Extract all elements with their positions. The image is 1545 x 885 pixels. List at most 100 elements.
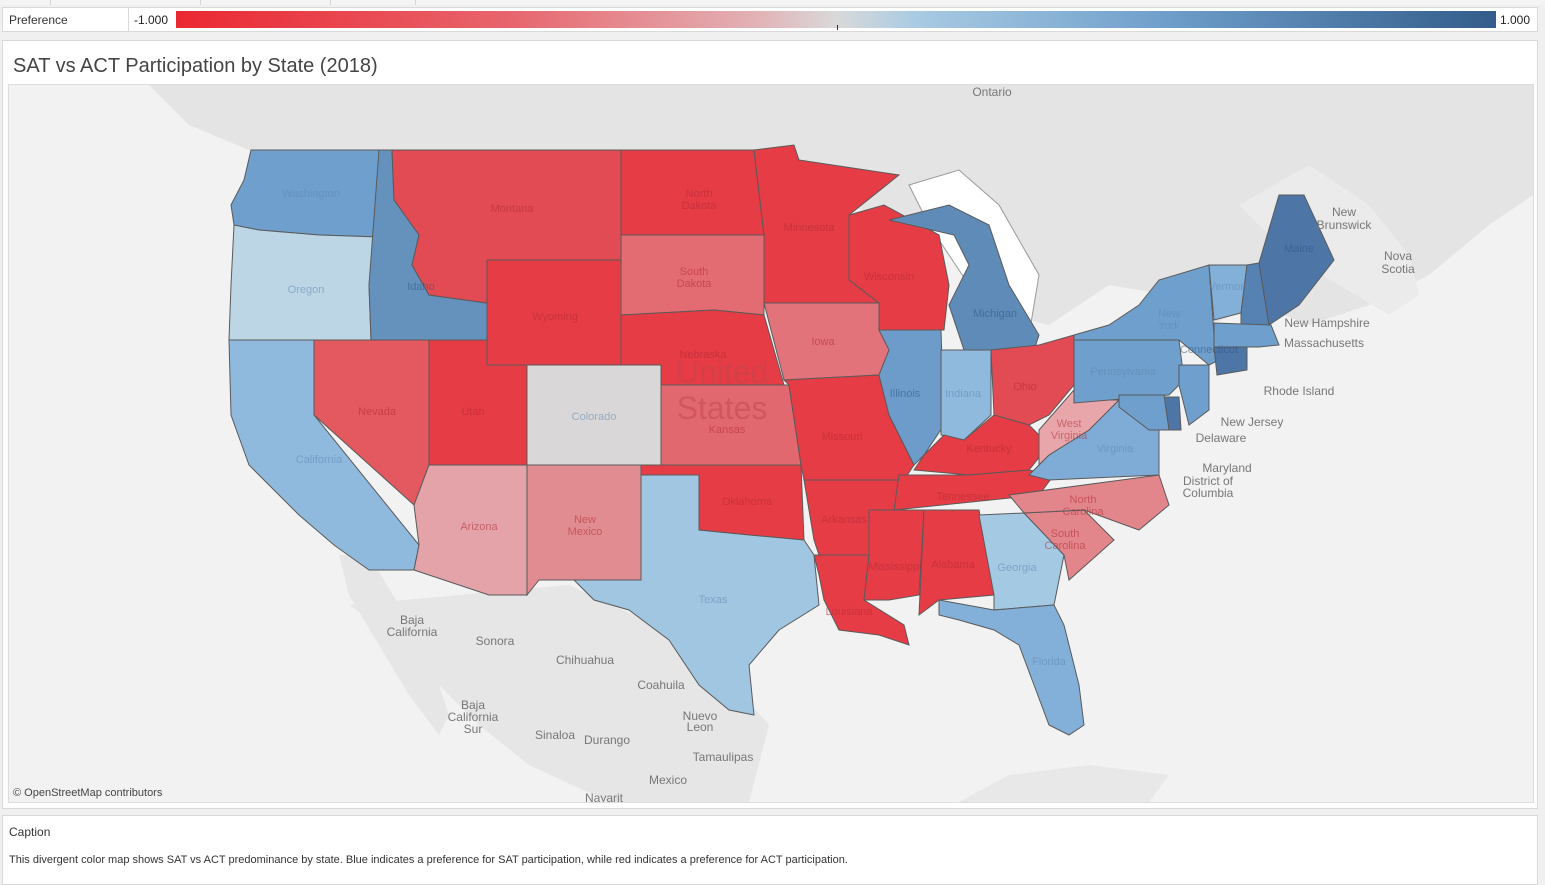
geo-label: Sinaloa	[535, 728, 575, 742]
state-florida[interactable]	[938, 599, 1085, 736]
geo-label: Scotia	[1381, 262, 1415, 276]
state-indiana[interactable]	[940, 349, 992, 441]
tab-stub[interactable]	[0, 0, 51, 5]
map-canvas[interactable]: Washington Oregon California Idaho Nevada Mon…	[9, 85, 1533, 802]
geo-label: Massachusetts	[1284, 336, 1364, 350]
state-label-nebraska: Nebraska	[679, 349, 727, 361]
country-label-line1: United	[676, 354, 769, 390]
tab-stub[interactable]	[200, 0, 331, 5]
state-label-washington: Washington	[282, 188, 340, 200]
state-connecticut[interactable]	[1213, 346, 1248, 376]
state-label-kansas: Kansas	[709, 424, 746, 436]
legend-title: Preference	[9, 13, 68, 27]
state-label-west-virginia: Virginia	[1051, 430, 1088, 442]
geo-label: Coahuila	[637, 678, 685, 692]
state-new-jersey[interactable]	[1178, 364, 1210, 426]
state-label-alabama: Alabama	[931, 559, 975, 571]
state-label-ohio: Ohio	[1013, 381, 1036, 393]
state-maryland[interactable]	[1118, 394, 1170, 431]
state-label-tennessee: Tennessee	[936, 491, 989, 503]
geo-label: New	[1332, 205, 1356, 219]
legend-gradient-bar[interactable]	[176, 11, 1496, 28]
geo-label: Baja	[461, 698, 485, 712]
state-label-nevada: Nevada	[358, 406, 397, 418]
map-panel: SAT vs ACT Participation by State (2018)…	[2, 40, 1538, 809]
state-label-wyoming: Wyoming	[532, 311, 578, 323]
caribbean-landmass	[959, 765, 1169, 802]
state-label-maine: Maine	[1284, 243, 1314, 255]
geo-label: Sonora	[476, 634, 515, 648]
map-view[interactable]: Washington Oregon California Idaho Nevada Mon…	[8, 84, 1534, 803]
state-label-illinois: Illinois	[890, 388, 921, 400]
map-title: SAT vs ACT Participation by State (2018)	[13, 55, 378, 77]
tab-stub[interactable]	[330, 0, 416, 5]
state-mississippi[interactable]	[863, 509, 925, 601]
state-label-louisiana: Louisiana	[825, 606, 873, 618]
geo-label: Nuevo	[683, 709, 718, 723]
geo-label: New Hampshire	[1284, 316, 1370, 330]
state-label-north-dakota: North	[686, 188, 713, 200]
geo-label: Delaware	[1196, 431, 1247, 445]
state-texas[interactable]	[572, 474, 820, 716]
state-label-connecticut: Connecticut	[1180, 344, 1238, 356]
geo-label: Chihuahua	[556, 653, 614, 667]
geo-label: District of	[1183, 474, 1234, 488]
geo-label: California	[448, 710, 499, 724]
state-wisconsin[interactable]	[848, 204, 950, 331]
state-label-texas: Texas	[699, 594, 728, 606]
state-label-oklahoma: Oklahoma	[722, 496, 773, 508]
state-label-new-york: New	[1158, 308, 1180, 320]
state-label-montana: Montana	[491, 203, 535, 215]
state-label-iowa: Iowa	[811, 336, 835, 348]
state-label-idaho: Idaho	[407, 281, 435, 293]
state-label-vermont: Vermont	[1209, 281, 1250, 293]
state-label-north-carolina: Carolina	[1063, 506, 1105, 518]
state-label-virginia: Virginia	[1097, 443, 1134, 455]
caption-panel: Caption This divergent color map shows S…	[2, 815, 1538, 885]
legend-min-label: -1.000	[134, 13, 169, 27]
state-label-indiana: Indiana	[945, 388, 982, 400]
geo-label: Durango	[584, 733, 630, 747]
geo-label: Sur	[464, 722, 483, 736]
geo-label: Maryland	[1202, 461, 1251, 475]
state-label-south-dakota: South	[680, 266, 709, 278]
state-label-utah: Utah	[461, 406, 484, 418]
geo-label: Leon	[687, 720, 714, 734]
legend-max-label: 1.000	[1500, 13, 1531, 27]
legend-center-tick	[837, 25, 838, 30]
state-label-colorado: Colorado	[572, 411, 617, 423]
geo-label: Nayarit	[585, 791, 624, 802]
state-label-pennsylvania: Pennsylvania	[1090, 366, 1156, 378]
geo-label: Nova	[1384, 249, 1412, 263]
geo-label: California	[387, 625, 438, 639]
geo-label: Tamaulipas	[693, 750, 754, 764]
caption-title: Caption	[9, 825, 51, 839]
state-label-arizona: Arizona	[460, 521, 498, 533]
map-attribution[interactable]: © OpenStreetMap contributors	[13, 787, 163, 799]
state-label-missouri: Missouri	[822, 431, 863, 443]
tab-stub[interactable]	[50, 0, 201, 5]
geo-label: Brunswick	[1317, 218, 1373, 232]
state-label-south-dakota: Dakota	[677, 278, 713, 290]
caption-text: This divergent color map shows SAT vs AC…	[9, 854, 848, 866]
state-label-north-carolina: North	[1070, 494, 1097, 506]
state-massachusetts[interactable]	[1213, 322, 1280, 348]
state-label-north-dakota: Dakota	[682, 200, 718, 212]
color-legend[interactable]: Preference -1.000 1.000	[2, 7, 1538, 32]
state-label-wisconsin: Wisconsin	[864, 271, 914, 283]
state-oregon[interactable]	[228, 224, 380, 341]
top-tab-strip	[0, 0, 1545, 5]
geo-label: New Jersey	[1221, 415, 1284, 429]
geo-label: Ontario	[972, 85, 1012, 99]
state-alabama[interactable]	[918, 509, 995, 617]
geo-label: Mexico	[649, 773, 687, 787]
geo-label: Baja	[400, 613, 424, 627]
state-label-minnesota: Minnesota	[784, 222, 836, 234]
state-label-arkansas: Arkansas	[821, 514, 867, 526]
state-label-oregon: Oregon	[288, 284, 325, 296]
state-label-west-virginia: West	[1057, 418, 1082, 430]
state-label-michigan: Michigan	[973, 308, 1017, 320]
state-label-georgia: Georgia	[997, 562, 1037, 574]
state-label-new-york: York	[1158, 320, 1180, 332]
state-label-new-mexico: New	[574, 514, 596, 526]
